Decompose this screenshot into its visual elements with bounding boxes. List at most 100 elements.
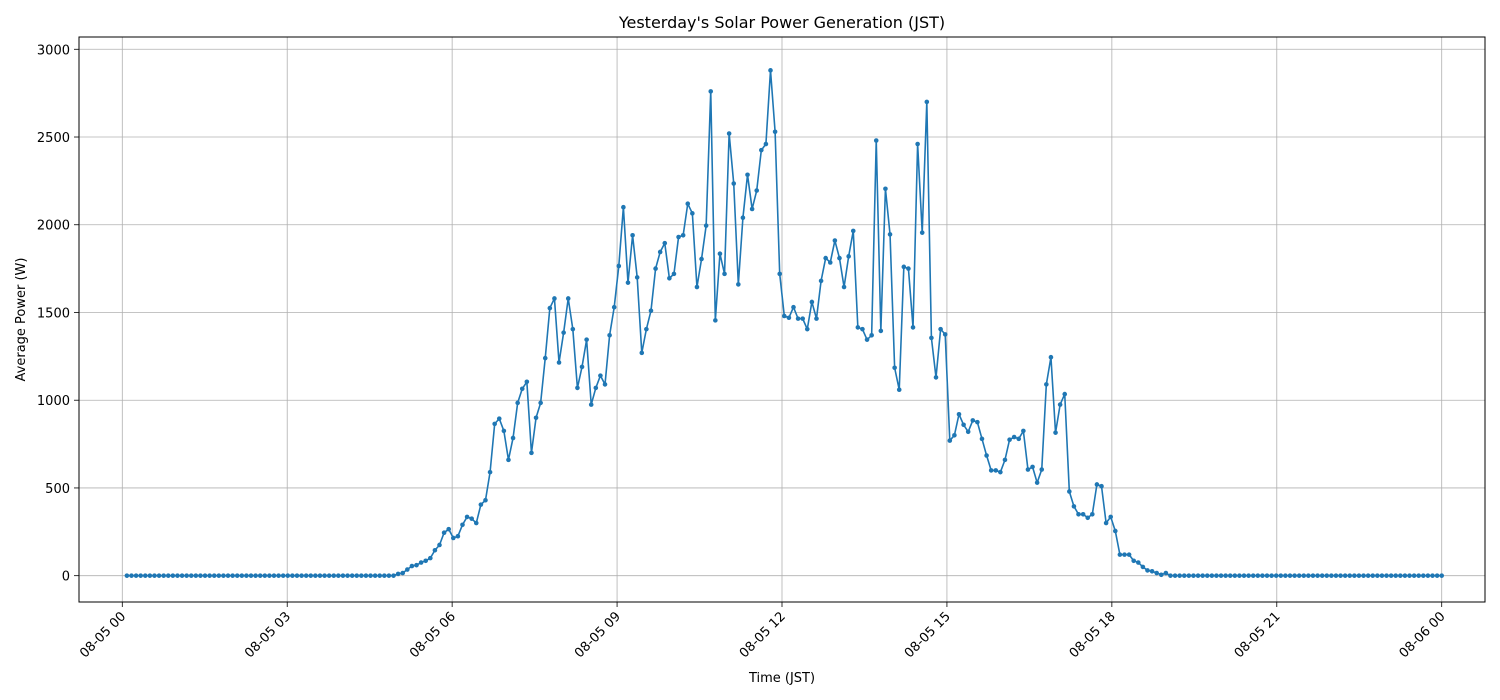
data-point — [777, 271, 782, 277]
data-point — [694, 284, 700, 290]
data-point — [391, 573, 396, 578]
data-point — [910, 325, 916, 330]
data-point — [1296, 573, 1302, 578]
data-point — [308, 573, 314, 578]
data-point — [276, 573, 281, 578]
data-point — [405, 567, 410, 572]
data-point — [1011, 434, 1017, 440]
data-point — [478, 502, 484, 507]
data-point — [1021, 428, 1026, 434]
data-point — [1246, 573, 1251, 578]
data-point — [441, 530, 447, 535]
data-point — [492, 421, 497, 427]
data-point — [667, 275, 672, 281]
data-point — [1232, 573, 1238, 578]
data-point — [152, 573, 157, 578]
data-point — [1145, 568, 1150, 573]
y-axis-ticks: 0 500 1000 1500 2000 2500 3000 — [37, 43, 79, 585]
data-point — [1287, 573, 1293, 578]
data-point — [699, 256, 704, 262]
data-point — [138, 573, 143, 578]
data-point — [736, 282, 741, 287]
data-point — [198, 573, 203, 578]
data-point — [924, 99, 930, 105]
data-point — [869, 332, 874, 338]
data-point — [359, 573, 364, 578]
data-point — [170, 573, 176, 578]
data-point — [841, 284, 847, 290]
data-point — [703, 223, 709, 228]
data-point — [1356, 573, 1362, 578]
data-point — [124, 573, 130, 578]
data-point — [745, 172, 750, 178]
data-point — [1094, 482, 1100, 487]
data-point — [901, 264, 907, 270]
data-point — [1186, 573, 1192, 578]
data-point — [570, 326, 576, 332]
data-point — [161, 573, 166, 578]
data-point — [129, 573, 134, 578]
data-point — [538, 400, 543, 406]
data-point — [524, 379, 530, 385]
data-point — [584, 337, 589, 342]
data-point — [322, 573, 327, 578]
data-point — [519, 386, 525, 392]
data-point — [722, 271, 727, 277]
data-point — [469, 516, 474, 521]
data-point — [602, 382, 608, 387]
data-point — [883, 186, 888, 192]
data-point — [1425, 573, 1431, 578]
data-point — [1149, 568, 1155, 574]
data-point — [1384, 573, 1389, 578]
data-point — [1411, 573, 1417, 578]
y-tick-label: 2000 — [37, 219, 70, 234]
chart-title: Yesterday's Solar Power Generation (JST) — [618, 13, 945, 32]
data-point — [464, 514, 470, 520]
data-point — [621, 204, 626, 210]
data-point — [1388, 573, 1394, 578]
data-point — [1071, 504, 1077, 509]
data-point — [1172, 573, 1178, 578]
data-point — [1103, 520, 1109, 526]
data-point — [653, 266, 658, 271]
data-point — [860, 326, 865, 332]
data-point — [1044, 382, 1049, 387]
data-point — [1131, 558, 1136, 564]
data-point — [133, 573, 139, 578]
data-point — [749, 206, 755, 212]
data-point — [529, 450, 534, 456]
data-point — [207, 573, 212, 578]
data-point — [892, 365, 897, 371]
y-tick-label: 500 — [45, 482, 70, 497]
data-point — [1338, 573, 1343, 578]
data-point — [294, 573, 300, 578]
data-point — [906, 266, 911, 271]
data-point — [1195, 573, 1201, 578]
data-point — [625, 280, 631, 285]
data-point — [257, 573, 263, 578]
data-point — [832, 238, 838, 243]
data-point — [759, 147, 764, 153]
data-point — [533, 415, 539, 421]
data-point — [1329, 573, 1334, 578]
data-point — [1283, 573, 1288, 578]
data-point — [616, 263, 622, 269]
data-point — [671, 271, 677, 277]
data-point — [303, 573, 309, 578]
data-point — [648, 308, 654, 314]
data-point — [896, 387, 902, 392]
data-point — [1080, 511, 1086, 517]
data-point — [1163, 570, 1169, 576]
data-point — [630, 232, 635, 238]
data-point — [515, 400, 520, 406]
data-point — [354, 573, 360, 578]
y-tick-label: 0 — [62, 570, 70, 585]
data-point — [1278, 573, 1284, 578]
data-point — [1375, 573, 1380, 578]
data-point — [221, 573, 226, 578]
data-point — [1347, 573, 1353, 578]
data-point — [772, 129, 778, 135]
data-point — [1062, 391, 1068, 397]
data-point — [1030, 464, 1035, 470]
